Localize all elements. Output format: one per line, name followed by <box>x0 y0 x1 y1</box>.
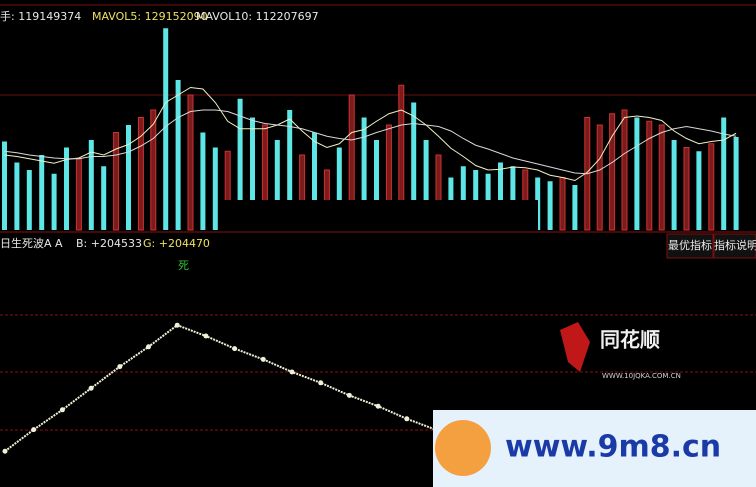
indicator-point <box>88 385 94 391</box>
volume-bar <box>2 141 7 230</box>
indicator-point <box>146 344 151 350</box>
volume-bar <box>14 162 20 230</box>
volume-bar <box>137 117 144 231</box>
volume-bar <box>671 140 677 230</box>
mavol10-label: MAVOL10: 112207697 <box>196 10 319 23</box>
volume-bar <box>374 140 379 230</box>
volume-panel <box>2 28 739 231</box>
indicator-point <box>289 369 295 375</box>
indicator-point <box>203 333 209 339</box>
watermark-text: www.9m8.cn <box>505 430 721 465</box>
volume-bar <box>101 166 107 230</box>
volume-bar <box>559 177 566 231</box>
moving-average-line <box>4 109 737 175</box>
volume-bar <box>361 117 367 230</box>
volume-bar <box>708 143 715 231</box>
volume-bar <box>547 181 553 230</box>
logo-url: WWW.10JQKA.COM.CN <box>602 372 681 380</box>
indicator-point <box>404 416 410 422</box>
logo-name: 同花顺 <box>600 328 660 352</box>
indicator-g: G: +204470 <box>143 237 210 250</box>
indicator-point <box>232 346 238 352</box>
volume-bar <box>39 155 45 230</box>
volume-bar <box>163 28 169 230</box>
volume-bar <box>621 109 628 231</box>
volume-bar <box>274 140 280 230</box>
indicator-point <box>2 448 8 454</box>
volume-bar <box>51 173 57 230</box>
volume-bar <box>26 170 32 230</box>
button[interactable] <box>666 233 714 259</box>
watermark-icon <box>435 420 491 476</box>
volume-bar <box>75 158 82 231</box>
volume-bar <box>64 147 69 230</box>
volume-bar <box>423 140 429 230</box>
indicator-point <box>174 322 180 328</box>
logo: 同花顺 WWW.10JQKA.COM.CN <box>560 322 681 380</box>
volume-bar <box>287 110 293 230</box>
volume-bar <box>126 125 131 230</box>
button-label[interactable]: 指标说明 <box>714 238 756 252</box>
indicator-point <box>346 392 352 398</box>
volume-bar <box>250 117 255 230</box>
volume-bar <box>658 124 665 231</box>
volume-bar <box>113 132 120 231</box>
volume-bar <box>646 120 653 231</box>
mavol5-label: MAVOL5: 129152090 <box>92 10 208 23</box>
total-volume: 总手: 119149374 <box>0 9 81 23</box>
volume-bar <box>609 113 616 231</box>
indicator-point <box>375 403 381 409</box>
volume-bar <box>237 98 243 230</box>
volume-bar <box>721 117 727 230</box>
volume-bar <box>572 185 578 230</box>
indicator-line <box>4 324 436 452</box>
volume-bar <box>498 162 503 230</box>
indicator-point <box>31 427 37 433</box>
volume-bar <box>596 124 603 231</box>
volume-bar <box>212 147 218 230</box>
occluder <box>218 200 538 232</box>
volume-bar <box>88 140 94 230</box>
volume-bar <box>187 94 194 231</box>
volume-bar <box>733 137 739 230</box>
moving-average-line <box>4 86 737 182</box>
signal-label: 死 <box>178 259 189 272</box>
volume-bar <box>312 132 317 230</box>
volume-bar <box>460 166 466 230</box>
indicator-b: B: +204533 <box>76 237 142 250</box>
indicator-name: 日生死波A A <box>0 236 63 250</box>
logo-icon <box>560 322 590 372</box>
volume-bar <box>411 102 417 230</box>
volume-bar <box>200 132 206 230</box>
volume-bar <box>683 147 690 231</box>
volume-bar <box>696 151 702 230</box>
indicator-point <box>59 407 65 413</box>
volume-bar <box>510 166 516 230</box>
volume-bar <box>336 147 342 230</box>
button-label[interactable]: 最优指标 <box>668 238 712 252</box>
indicator-point <box>318 380 324 386</box>
volume-bar <box>634 117 640 230</box>
indicator-point <box>260 356 266 362</box>
indicator-point <box>117 364 123 370</box>
indicator-panel <box>2 322 438 454</box>
volume-bar <box>175 80 181 230</box>
button[interactable] <box>713 233 756 259</box>
volume-bar <box>150 109 157 231</box>
